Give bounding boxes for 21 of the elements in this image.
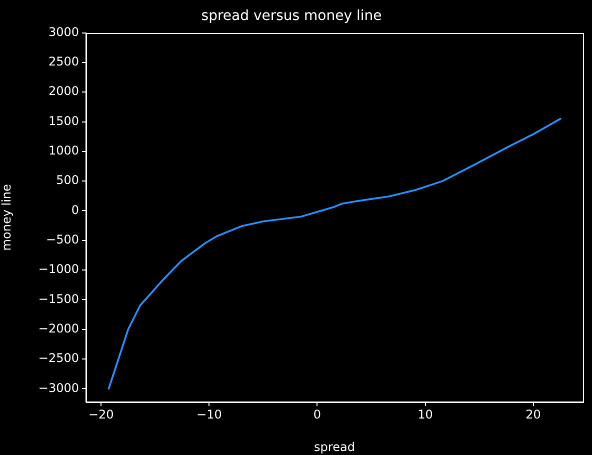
y-tick-label: −1000 xyxy=(38,262,79,276)
x-axis-title: spread xyxy=(314,440,355,454)
x-tick-label: −10 xyxy=(196,407,222,422)
y-tick-label: 2000 xyxy=(48,84,79,98)
y-tick-label: 1000 xyxy=(48,144,79,158)
y-axis-title: money line xyxy=(0,184,14,251)
y-tick-label: 2500 xyxy=(48,54,79,69)
y-tick-label: −2000 xyxy=(38,321,79,336)
y-tick-label: 500 xyxy=(56,173,79,188)
y-tick-label: −1500 xyxy=(38,292,79,306)
y-tick-label: 3000 xyxy=(48,24,79,39)
x-tick-label: 0 xyxy=(313,407,322,422)
y-tick-label: −3000 xyxy=(38,380,79,395)
x-tick-label: 10 xyxy=(418,407,433,422)
chart-title: spread versus money line xyxy=(201,8,382,24)
y-tick-label: −500 xyxy=(46,232,79,247)
y-tick-label: 1500 xyxy=(48,114,79,128)
x-tick-label: −20 xyxy=(88,407,114,422)
y-tick-label: 0 xyxy=(71,202,79,217)
y-tick-label: −2500 xyxy=(38,351,79,366)
x-tick-label: 20 xyxy=(526,407,541,422)
